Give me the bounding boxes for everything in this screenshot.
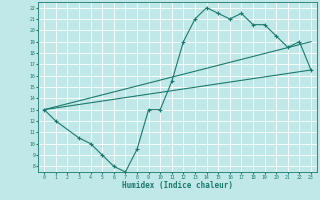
X-axis label: Humidex (Indice chaleur): Humidex (Indice chaleur): [122, 181, 233, 190]
